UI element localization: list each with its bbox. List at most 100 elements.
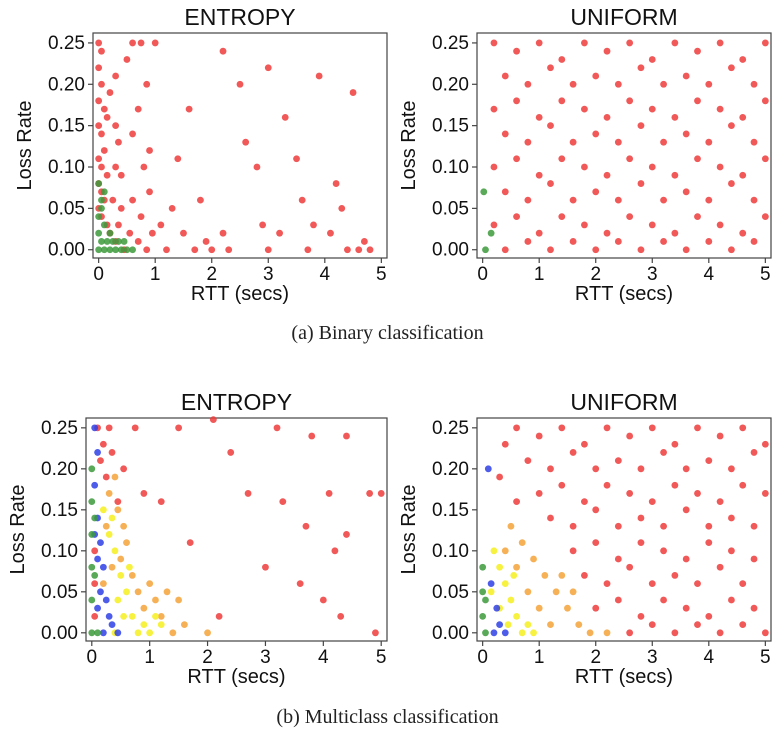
b-uniform-point-yellow bbox=[513, 613, 520, 620]
a-uniform-ytick-label: 0.05 bbox=[432, 198, 469, 219]
a-uniform-point-red bbox=[671, 229, 679, 237]
b-entropy-point-red bbox=[325, 490, 333, 497]
a-entropy-ytick-label: 0.10 bbox=[48, 157, 85, 178]
a-uniform-point-red bbox=[558, 56, 566, 63]
a-entropy-point-red bbox=[112, 163, 120, 171]
b-entropy-point-red bbox=[343, 432, 350, 440]
a-uniform-point-red bbox=[648, 163, 656, 171]
a-uniform-ytick-label: 0.10 bbox=[432, 157, 469, 178]
a-uniform-point-red bbox=[660, 196, 667, 204]
b-entropy-point-red bbox=[157, 498, 165, 506]
b-entropy-title: ENTROPY bbox=[181, 389, 292, 415]
a-uniform-point-red bbox=[558, 97, 566, 105]
b-uniform-point-red bbox=[739, 424, 747, 432]
a-entropy-point-red bbox=[100, 105, 108, 113]
b-uniform-point-red bbox=[581, 440, 588, 448]
b-entropy-point-yellow bbox=[128, 613, 136, 620]
a-entropy-point-red bbox=[298, 196, 306, 204]
b-entropy-point-orange bbox=[146, 580, 154, 588]
b-entropy-point-orange bbox=[152, 596, 159, 604]
b-uniform-point-blue bbox=[501, 629, 509, 637]
b-uniform-xlabel: RTT (secs) bbox=[575, 666, 673, 688]
b-uniform-point-blue bbox=[490, 629, 498, 637]
b-uniform-point-red bbox=[592, 465, 600, 473]
a-entropy-ytick-label: 0.20 bbox=[48, 74, 85, 95]
a-uniform-point-red bbox=[694, 155, 701, 163]
b-entropy-point-green bbox=[88, 563, 96, 571]
b-uniform-ytick-label: 0.05 bbox=[432, 582, 469, 603]
a-entropy-point-red bbox=[106, 89, 114, 96]
b-uniform-title: UNIFORM bbox=[570, 389, 677, 415]
a-entropy-point-red bbox=[103, 171, 111, 179]
a-entropy-point-green bbox=[100, 188, 108, 196]
a-entropy-point-red bbox=[95, 97, 103, 105]
a-entropy-point-red bbox=[293, 155, 300, 163]
a-entropy-point-green bbox=[100, 246, 108, 254]
a-entropy-point-red bbox=[129, 39, 136, 47]
b-uniform-point-red bbox=[648, 580, 656, 588]
a-entropy-point-red bbox=[143, 246, 151, 254]
b-entropy-point-red bbox=[319, 596, 327, 604]
a-uniform-point-red bbox=[761, 155, 769, 163]
a-entropy-point-red bbox=[219, 47, 227, 55]
b-entropy-plot-frame bbox=[85, 417, 388, 642]
a-entropy-plot-frame bbox=[92, 32, 388, 259]
b-entropy-point-orange bbox=[204, 629, 211, 637]
b-uniform-point-red bbox=[750, 555, 758, 563]
a-uniform-point-red bbox=[739, 56, 747, 63]
a-uniform-point-red bbox=[558, 213, 566, 221]
a-uniform-point-red bbox=[614, 80, 622, 88]
b-entropy-point-blue bbox=[91, 481, 99, 489]
a-uniform-xtick-label: 0 bbox=[477, 264, 488, 285]
a-entropy-point-red bbox=[185, 105, 193, 113]
b-uniform-point-red bbox=[705, 457, 713, 465]
b-uniform-point-red bbox=[637, 514, 645, 522]
b-uniform-point-red bbox=[671, 440, 679, 448]
b-uniform-point-orange bbox=[524, 588, 532, 596]
a-uniform-point-red bbox=[716, 221, 724, 229]
a-uniform-point-red bbox=[535, 113, 543, 121]
a-uniform-point-red bbox=[705, 80, 713, 88]
b-entropy-point-orange bbox=[128, 572, 136, 579]
b-entropy-point-orange bbox=[99, 580, 107, 588]
b-uniform-point-red bbox=[682, 506, 690, 514]
b-uniform-point-blue bbox=[493, 604, 501, 612]
a-entropy-point-red bbox=[310, 221, 317, 229]
b-entropy-xtick-label: 1 bbox=[144, 647, 155, 668]
b-uniform-point-orange bbox=[530, 555, 537, 563]
a-entropy-ytick-label: 0.05 bbox=[48, 198, 85, 219]
b-entropy-point-green bbox=[91, 514, 99, 522]
b-uniform-point-red bbox=[637, 465, 645, 473]
b-entropy-point-orange bbox=[134, 588, 142, 596]
a-uniform-point-red bbox=[761, 213, 769, 221]
a-uniform-point-red bbox=[660, 80, 667, 88]
a-uniform-point-red bbox=[513, 47, 520, 55]
a-uniform-point-red bbox=[637, 122, 645, 130]
a-uniform-point-red bbox=[750, 138, 758, 146]
b-uniform-point-orange bbox=[541, 572, 549, 579]
b-entropy-point-orange bbox=[175, 596, 183, 604]
b-entropy-point-red bbox=[227, 449, 235, 456]
b-uniform-point-red bbox=[660, 596, 667, 604]
b-uniform-point-red bbox=[728, 547, 735, 555]
a-entropy-point-red bbox=[117, 171, 125, 179]
a-entropy-point-red bbox=[174, 155, 182, 163]
b-entropy-point-orange bbox=[163, 588, 171, 596]
a-uniform-point-red bbox=[682, 130, 690, 138]
b-uniform-point-orange bbox=[603, 629, 611, 637]
a-entropy-point-red bbox=[148, 229, 156, 237]
a-uniform-point-red bbox=[682, 246, 690, 254]
a-uniform-xtick-label: 2 bbox=[590, 264, 601, 285]
a-uniform-point-red bbox=[547, 64, 554, 72]
a-entropy-title: ENTROPY bbox=[184, 4, 295, 30]
a-uniform-point-red bbox=[626, 97, 634, 105]
a-entropy-point-red bbox=[143, 80, 151, 88]
a-uniform-xtick-label: 3 bbox=[647, 264, 658, 285]
b-entropy-point-red bbox=[209, 416, 217, 424]
b-uniform-point-red bbox=[626, 432, 634, 440]
b-uniform-point-orange bbox=[513, 563, 520, 571]
a-uniform-xtick-label: 5 bbox=[760, 264, 771, 285]
a-uniform-xtick-label: 4 bbox=[704, 264, 715, 285]
a-entropy-point-red bbox=[95, 155, 103, 163]
a-entropy-point-red bbox=[146, 147, 153, 154]
